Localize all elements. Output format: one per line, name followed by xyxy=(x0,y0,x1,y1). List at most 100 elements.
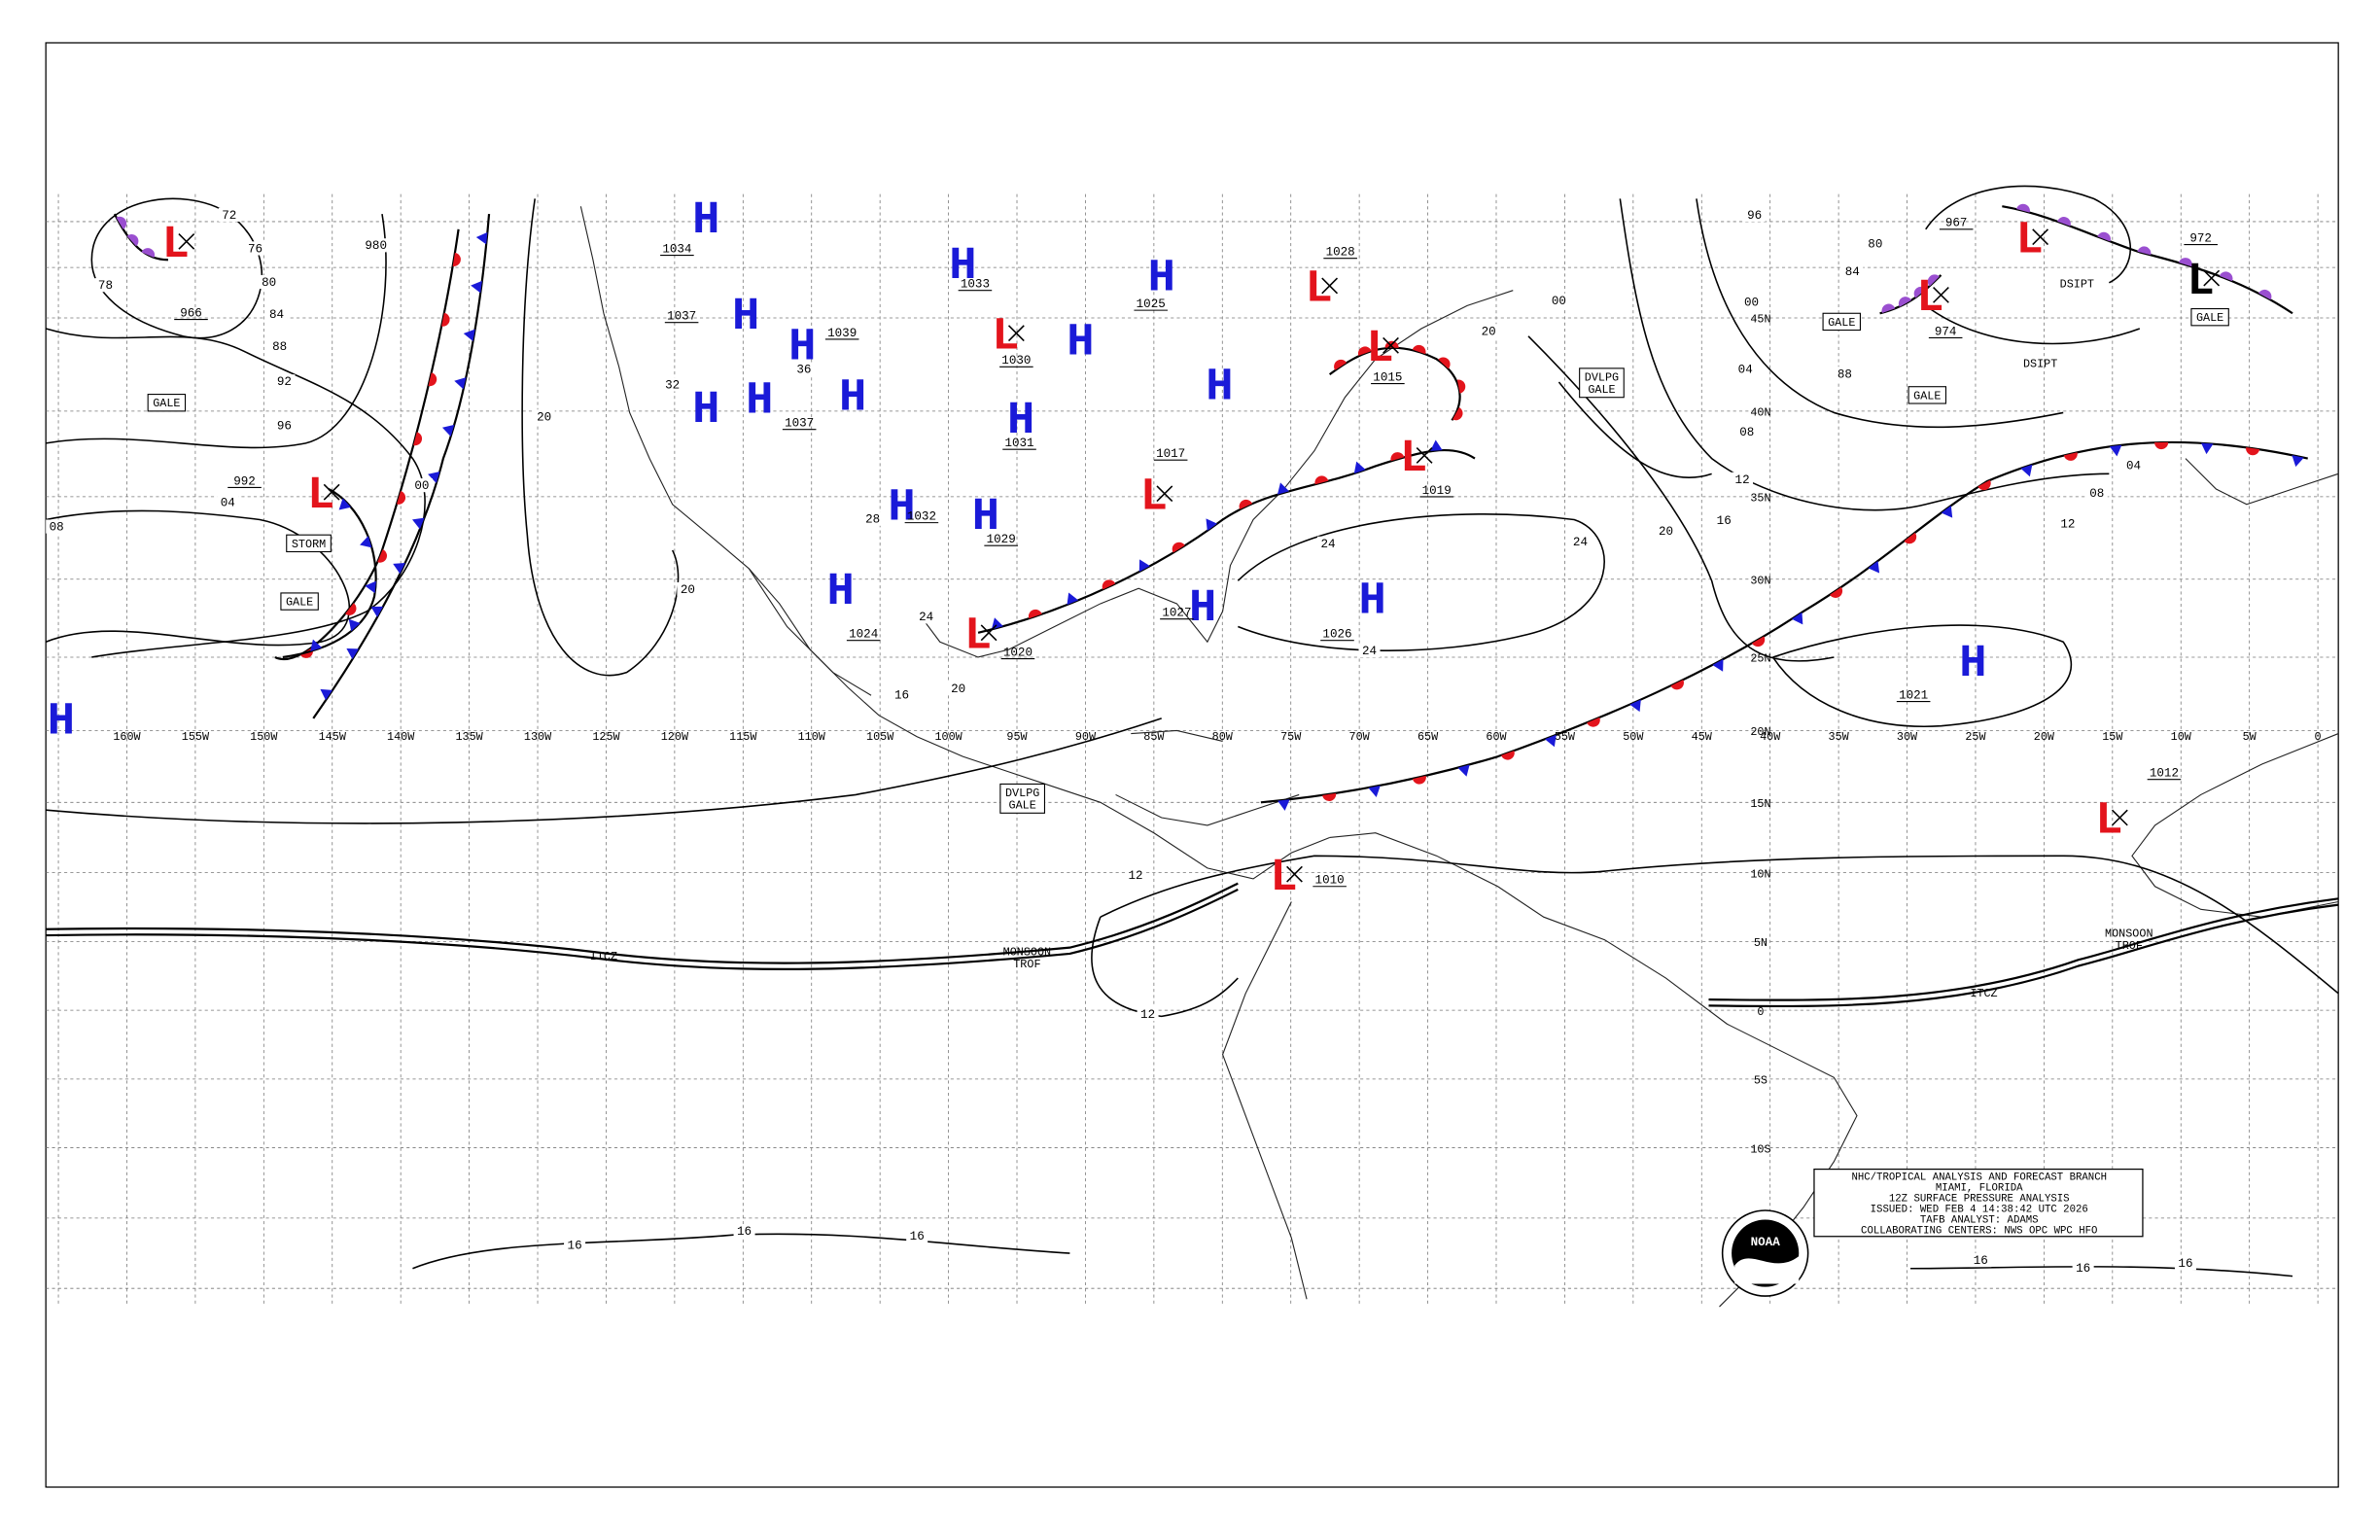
latitude-label: 45N xyxy=(1750,313,1770,327)
front-symbol xyxy=(441,424,455,437)
isobar-label-bg xyxy=(533,409,555,424)
feature-box xyxy=(1822,312,1861,332)
warm-front-semicircle xyxy=(1913,286,1927,298)
isobar-label: 24 xyxy=(1573,536,1588,549)
warm-front-semicircle xyxy=(1322,792,1337,802)
warm-front-semicircle xyxy=(428,372,438,387)
warm-front-semicircle xyxy=(1314,475,1329,485)
cold-front-triangle xyxy=(1353,461,1366,474)
cold-front-triangle xyxy=(475,231,488,245)
center-pressure: 1039 xyxy=(827,327,857,340)
latitude-label: 35N xyxy=(1750,492,1770,506)
front-symbol xyxy=(428,471,440,483)
itcz-line xyxy=(1708,897,2339,1001)
warm-front-semicircle xyxy=(1438,357,1451,369)
center-pressure: 967 xyxy=(1945,217,1968,230)
longitude-label: 20W xyxy=(2034,730,2055,744)
cold-front-triangle xyxy=(1430,439,1443,451)
cold-front-triangle xyxy=(463,329,475,342)
feature-label: DVLPG xyxy=(1005,787,1039,800)
front-symbol xyxy=(2179,258,2192,267)
center-pressure: 1031 xyxy=(1004,437,1033,450)
front-symbol xyxy=(441,312,450,327)
front-symbol xyxy=(1904,532,1917,544)
feature-label: GALE xyxy=(1828,316,1855,330)
front-symbol xyxy=(1830,586,1843,598)
feature-label: GALE xyxy=(1913,389,1941,402)
isobar-label-bg xyxy=(891,687,913,702)
isobar-label: 84 xyxy=(1845,265,1860,279)
cold-front-triangle xyxy=(346,648,360,660)
front-symbol xyxy=(141,248,156,259)
latitude-label: 5S xyxy=(1754,1074,1768,1088)
coastline xyxy=(748,290,1514,696)
cold-front-triangle xyxy=(411,517,425,530)
feature-label: ITCZ xyxy=(1970,987,1997,1000)
longitude-label: 160W xyxy=(113,730,141,744)
front-symbol xyxy=(2292,455,2304,468)
logo-gull xyxy=(1734,1256,1800,1284)
pressure-center-letter: L xyxy=(2188,257,2215,308)
feature-label: GALE xyxy=(1009,799,1036,813)
info-box-frame xyxy=(1813,1168,2144,1238)
front-symbol xyxy=(2109,444,2122,457)
front-symbol xyxy=(2057,217,2071,227)
cold-front-triangle xyxy=(2292,455,2304,468)
center-cross xyxy=(2203,269,2221,287)
longitude-label: 125W xyxy=(592,730,620,744)
front-symbol xyxy=(2020,464,2033,477)
warm-front-semicircle xyxy=(1412,775,1426,785)
latitude-label: 10S xyxy=(1750,1142,1770,1156)
front-symbol xyxy=(1353,461,1366,474)
cold-front-triangle xyxy=(1545,734,1557,748)
warm-front-semicircle xyxy=(141,248,156,259)
center-pressure: 1030 xyxy=(1001,354,1031,368)
center-pressure: 974 xyxy=(1935,325,1957,338)
isobar-label: 08 xyxy=(50,520,64,534)
front-symbol xyxy=(1412,775,1426,785)
isobar-label-bg xyxy=(1548,293,1570,307)
center-pressure: 1015 xyxy=(1373,370,1402,384)
feature-label: TROF xyxy=(2116,939,2143,953)
cold-front-triangle xyxy=(310,639,323,651)
isobar-label-bg xyxy=(1735,425,1758,439)
feature-label: STORM xyxy=(292,538,326,551)
longitude-label: 80W xyxy=(1212,730,1234,744)
front-symbol xyxy=(1941,506,1953,518)
isobar-label-bg xyxy=(1740,295,1763,309)
latitude-label: 30N xyxy=(1750,575,1770,588)
longitude-label: 70W xyxy=(1349,730,1371,744)
warm-front-semicircle xyxy=(1452,406,1463,421)
feature-label: TROF xyxy=(1013,958,1040,971)
pressure-center-letter: L xyxy=(2015,215,2043,266)
feature-label: MONSOON xyxy=(2105,928,2152,941)
longitude-label: 105W xyxy=(866,730,894,744)
center-pressure: 1025 xyxy=(1137,298,1166,311)
front-symbol xyxy=(116,216,127,229)
warm-front-semicircle xyxy=(1412,344,1426,355)
isobar-label: 16 xyxy=(1974,1254,1988,1268)
longitude-label: 45W xyxy=(1692,730,1713,744)
isobar-label-bg xyxy=(273,374,296,389)
isobar xyxy=(1909,1266,2293,1278)
itcz-line xyxy=(46,888,1239,970)
warm-front-semicircle xyxy=(2137,246,2152,256)
feature-label: MONSOON xyxy=(1003,946,1052,960)
warm-front-semicircle xyxy=(1456,379,1466,394)
fronts xyxy=(46,203,2339,1008)
warm-front-semicircle xyxy=(1501,751,1515,760)
isobar-label-bg xyxy=(365,238,387,253)
cold-front-triangle xyxy=(1277,482,1290,495)
isobar xyxy=(1619,198,2110,511)
longitude-label: 115W xyxy=(729,730,757,744)
front-symbol xyxy=(1545,734,1557,748)
front-symbol xyxy=(1978,479,1991,491)
warm-front-semicircle xyxy=(116,216,127,229)
isobar-label: 96 xyxy=(277,420,292,434)
front-symbol xyxy=(1206,518,1217,531)
info-box: NHC/TROPICAL ANALYSIS AND FORECAST BRANC… xyxy=(1813,1168,2144,1238)
longitude-label: 145W xyxy=(319,730,347,744)
isobar-label-bg xyxy=(273,418,296,433)
cold-front-triangle xyxy=(428,471,440,483)
